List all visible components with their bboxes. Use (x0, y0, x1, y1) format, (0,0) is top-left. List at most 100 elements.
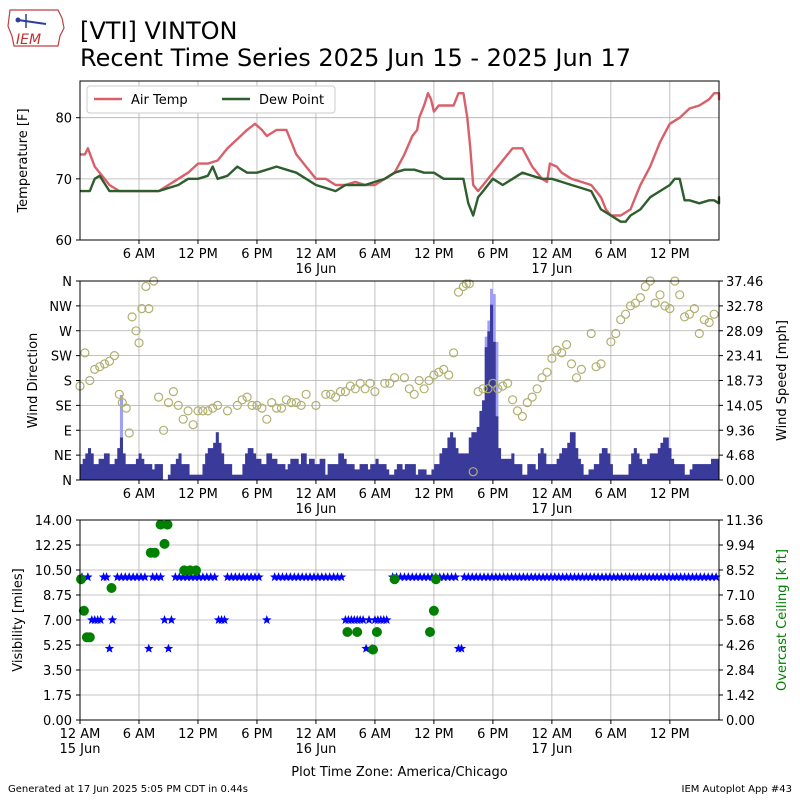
visibility-star (198, 572, 208, 582)
ceiling-point (159, 538, 170, 549)
wind-speed-bar (157, 464, 161, 480)
visibility-star (699, 572, 709, 582)
visibility-star (711, 572, 721, 582)
visibility-star (672, 572, 682, 582)
wind-speed-bar (114, 458, 118, 480)
visibility-star (471, 572, 481, 582)
wind-speed-bar (396, 464, 400, 480)
wind-speed-bar (705, 464, 709, 480)
ceiling-tick-label: 8.52 (726, 564, 755, 579)
visibility-star (336, 572, 347, 582)
visibility-star (628, 572, 639, 582)
wind-speed-bar (418, 469, 422, 480)
wind-speed-bar (511, 453, 515, 480)
wind-speed-bar (711, 458, 715, 480)
wind-direction-point (675, 290, 685, 300)
wind-speed-bar (543, 453, 547, 480)
visibility-star (483, 572, 493, 582)
chart-subtitle: Recent Time Series 2025 Jun 15 - 2025 Ju… (80, 44, 632, 72)
direction-tick-label: NE (54, 449, 72, 464)
wind-direction-point (163, 398, 174, 408)
wind-speed-bar (151, 469, 155, 480)
visibility-star (262, 615, 272, 624)
wind-direction-point (616, 315, 626, 325)
visibility-star (238, 572, 248, 582)
x-tick-label: 6 AM (123, 487, 156, 502)
ceiling-tick-label: 11.36 (726, 514, 763, 529)
wind-speed-bar (335, 464, 339, 480)
wind-speed-bar (324, 474, 329, 480)
visibility-star (660, 572, 670, 582)
visibility-star (324, 572, 335, 582)
wind-speed-bar (117, 448, 121, 480)
x-tick-label: 12 AM (531, 727, 572, 742)
direction-tick-label: N (62, 275, 72, 290)
wind-direction-point (267, 398, 277, 408)
visibility-star (624, 572, 635, 582)
generated-note: Generated at 17 Jun 2025 5:05 PM CDT in … (8, 784, 249, 795)
wind-speed-bar (242, 464, 246, 480)
speed-tick-label: 37.46 (726, 275, 763, 290)
visibility-star (411, 572, 421, 582)
wind-speed-bar (399, 464, 403, 480)
visibility-star (439, 572, 449, 582)
wind-direction-point (121, 403, 131, 413)
x-tick-label: 6 PM (477, 247, 508, 262)
visibility-star (242, 572, 252, 582)
wind-direction-point (380, 378, 390, 388)
wind-direction-point (434, 367, 444, 377)
wind-speed-bar (561, 448, 565, 480)
wind-speed-bar (567, 442, 571, 480)
wind-speed-bar (106, 453, 110, 480)
x-tick-label: 12 PM (650, 487, 690, 502)
visibility-star (495, 572, 505, 582)
x-tick-label: 12 PM (414, 727, 454, 742)
wind-direction-point (144, 304, 154, 314)
speed-tick-label: 14.05 (726, 399, 763, 414)
visibility-star (656, 572, 666, 582)
wind-speed-bar (266, 453, 270, 480)
ceiling-point (84, 632, 95, 643)
wind-speed-bar (146, 464, 150, 480)
legend-box (86, 85, 336, 114)
wind-direction-point (522, 398, 532, 408)
wind-direction-point (109, 351, 120, 361)
wind-speed-bar (93, 464, 97, 480)
wind-speed-bar (231, 474, 235, 480)
station-title: [VTI] VINTON (80, 17, 238, 45)
visibility-star (456, 643, 467, 653)
wind-speed-bar (386, 469, 390, 480)
wind-speed-bar (609, 464, 613, 480)
wind-direction-point (507, 395, 518, 405)
wind-speed-bar (684, 474, 688, 480)
visibility-star (305, 572, 315, 582)
x-tick-label: 6 AM (595, 487, 628, 502)
logo-text: IEM (16, 32, 41, 48)
wind-direction-point (114, 389, 124, 399)
wind-speed-bar (82, 458, 86, 480)
wind-speed-bar (687, 474, 691, 480)
wind-speed-bar (452, 437, 456, 480)
wind-direction-point (276, 403, 287, 413)
wind-speed-bar (423, 469, 427, 480)
wind-speed-bar (239, 474, 243, 480)
visibility-star (399, 572, 410, 582)
wind-direction-point (517, 411, 528, 421)
wind-speed-bar (484, 347, 488, 480)
wind-speed-bar (636, 453, 640, 480)
wind-direction-point (137, 304, 147, 314)
visibility-star (423, 572, 433, 582)
wind-speed-bar (247, 448, 251, 480)
wind-direction-point (154, 392, 164, 402)
x-tick-label: 6 AM (123, 727, 156, 742)
wind-direction-point (503, 378, 513, 388)
visibility-star (163, 643, 174, 653)
wind-speed-bar (394, 469, 398, 480)
wind-speed-bar (101, 458, 105, 480)
visibility-star (395, 572, 406, 582)
wind-direction-point (473, 387, 483, 397)
wind-direction-point (557, 348, 567, 358)
visibility-star (664, 572, 674, 582)
wind-speed-bar (628, 464, 632, 480)
air-temp-line (80, 92, 721, 217)
